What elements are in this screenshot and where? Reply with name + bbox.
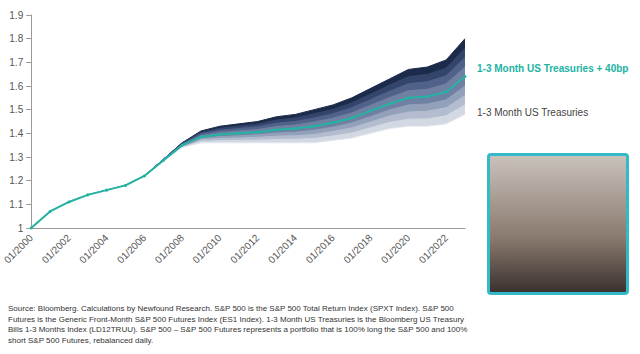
html-text:Source: Bloomberg. Calculation: Source: Bloomberg. Calculations by Newfo… xyxy=(8,304,468,345)
svg-text:01/2006: 01/2006 xyxy=(115,232,149,266)
svg-text:1-3 Month US Treasuries: 1-3 Month US Treasuries xyxy=(477,107,588,118)
svg-text:01/2022: 01/2022 xyxy=(417,232,451,266)
svg-text:1: 1 xyxy=(18,223,24,234)
svg-text:01/2002: 01/2002 xyxy=(40,232,74,266)
svg-text:01/2020: 01/2020 xyxy=(379,232,413,266)
svg-text:1.3: 1.3 xyxy=(9,152,23,163)
svg-text:1-3 Month US Treasuries + 40bp: 1-3 Month US Treasuries + 40bp xyxy=(477,63,628,74)
svg-text:1.4: 1.4 xyxy=(9,128,23,139)
svg-text:01/2016: 01/2016 xyxy=(304,232,338,266)
svg-text:1.7: 1.7 xyxy=(9,57,23,68)
svg-text:1.5: 1.5 xyxy=(9,104,23,115)
svg-text:01/2010: 01/2010 xyxy=(190,232,224,266)
svg-text:01/2008: 01/2008 xyxy=(153,232,187,266)
svg-text:1.8: 1.8 xyxy=(9,33,23,44)
svg-text:01/2018: 01/2018 xyxy=(341,232,375,266)
svg-text:01/2000: 01/2000 xyxy=(2,232,36,266)
svg-text:1.6: 1.6 xyxy=(9,81,23,92)
svg-text:1.1: 1.1 xyxy=(9,199,23,210)
svg-text:01/2014: 01/2014 xyxy=(266,232,300,266)
svg-text:01/2004: 01/2004 xyxy=(77,232,111,266)
svg-text:01/2012: 01/2012 xyxy=(228,232,262,266)
svg-text:1.2: 1.2 xyxy=(9,175,23,186)
svg-text:1.9: 1.9 xyxy=(9,10,23,21)
